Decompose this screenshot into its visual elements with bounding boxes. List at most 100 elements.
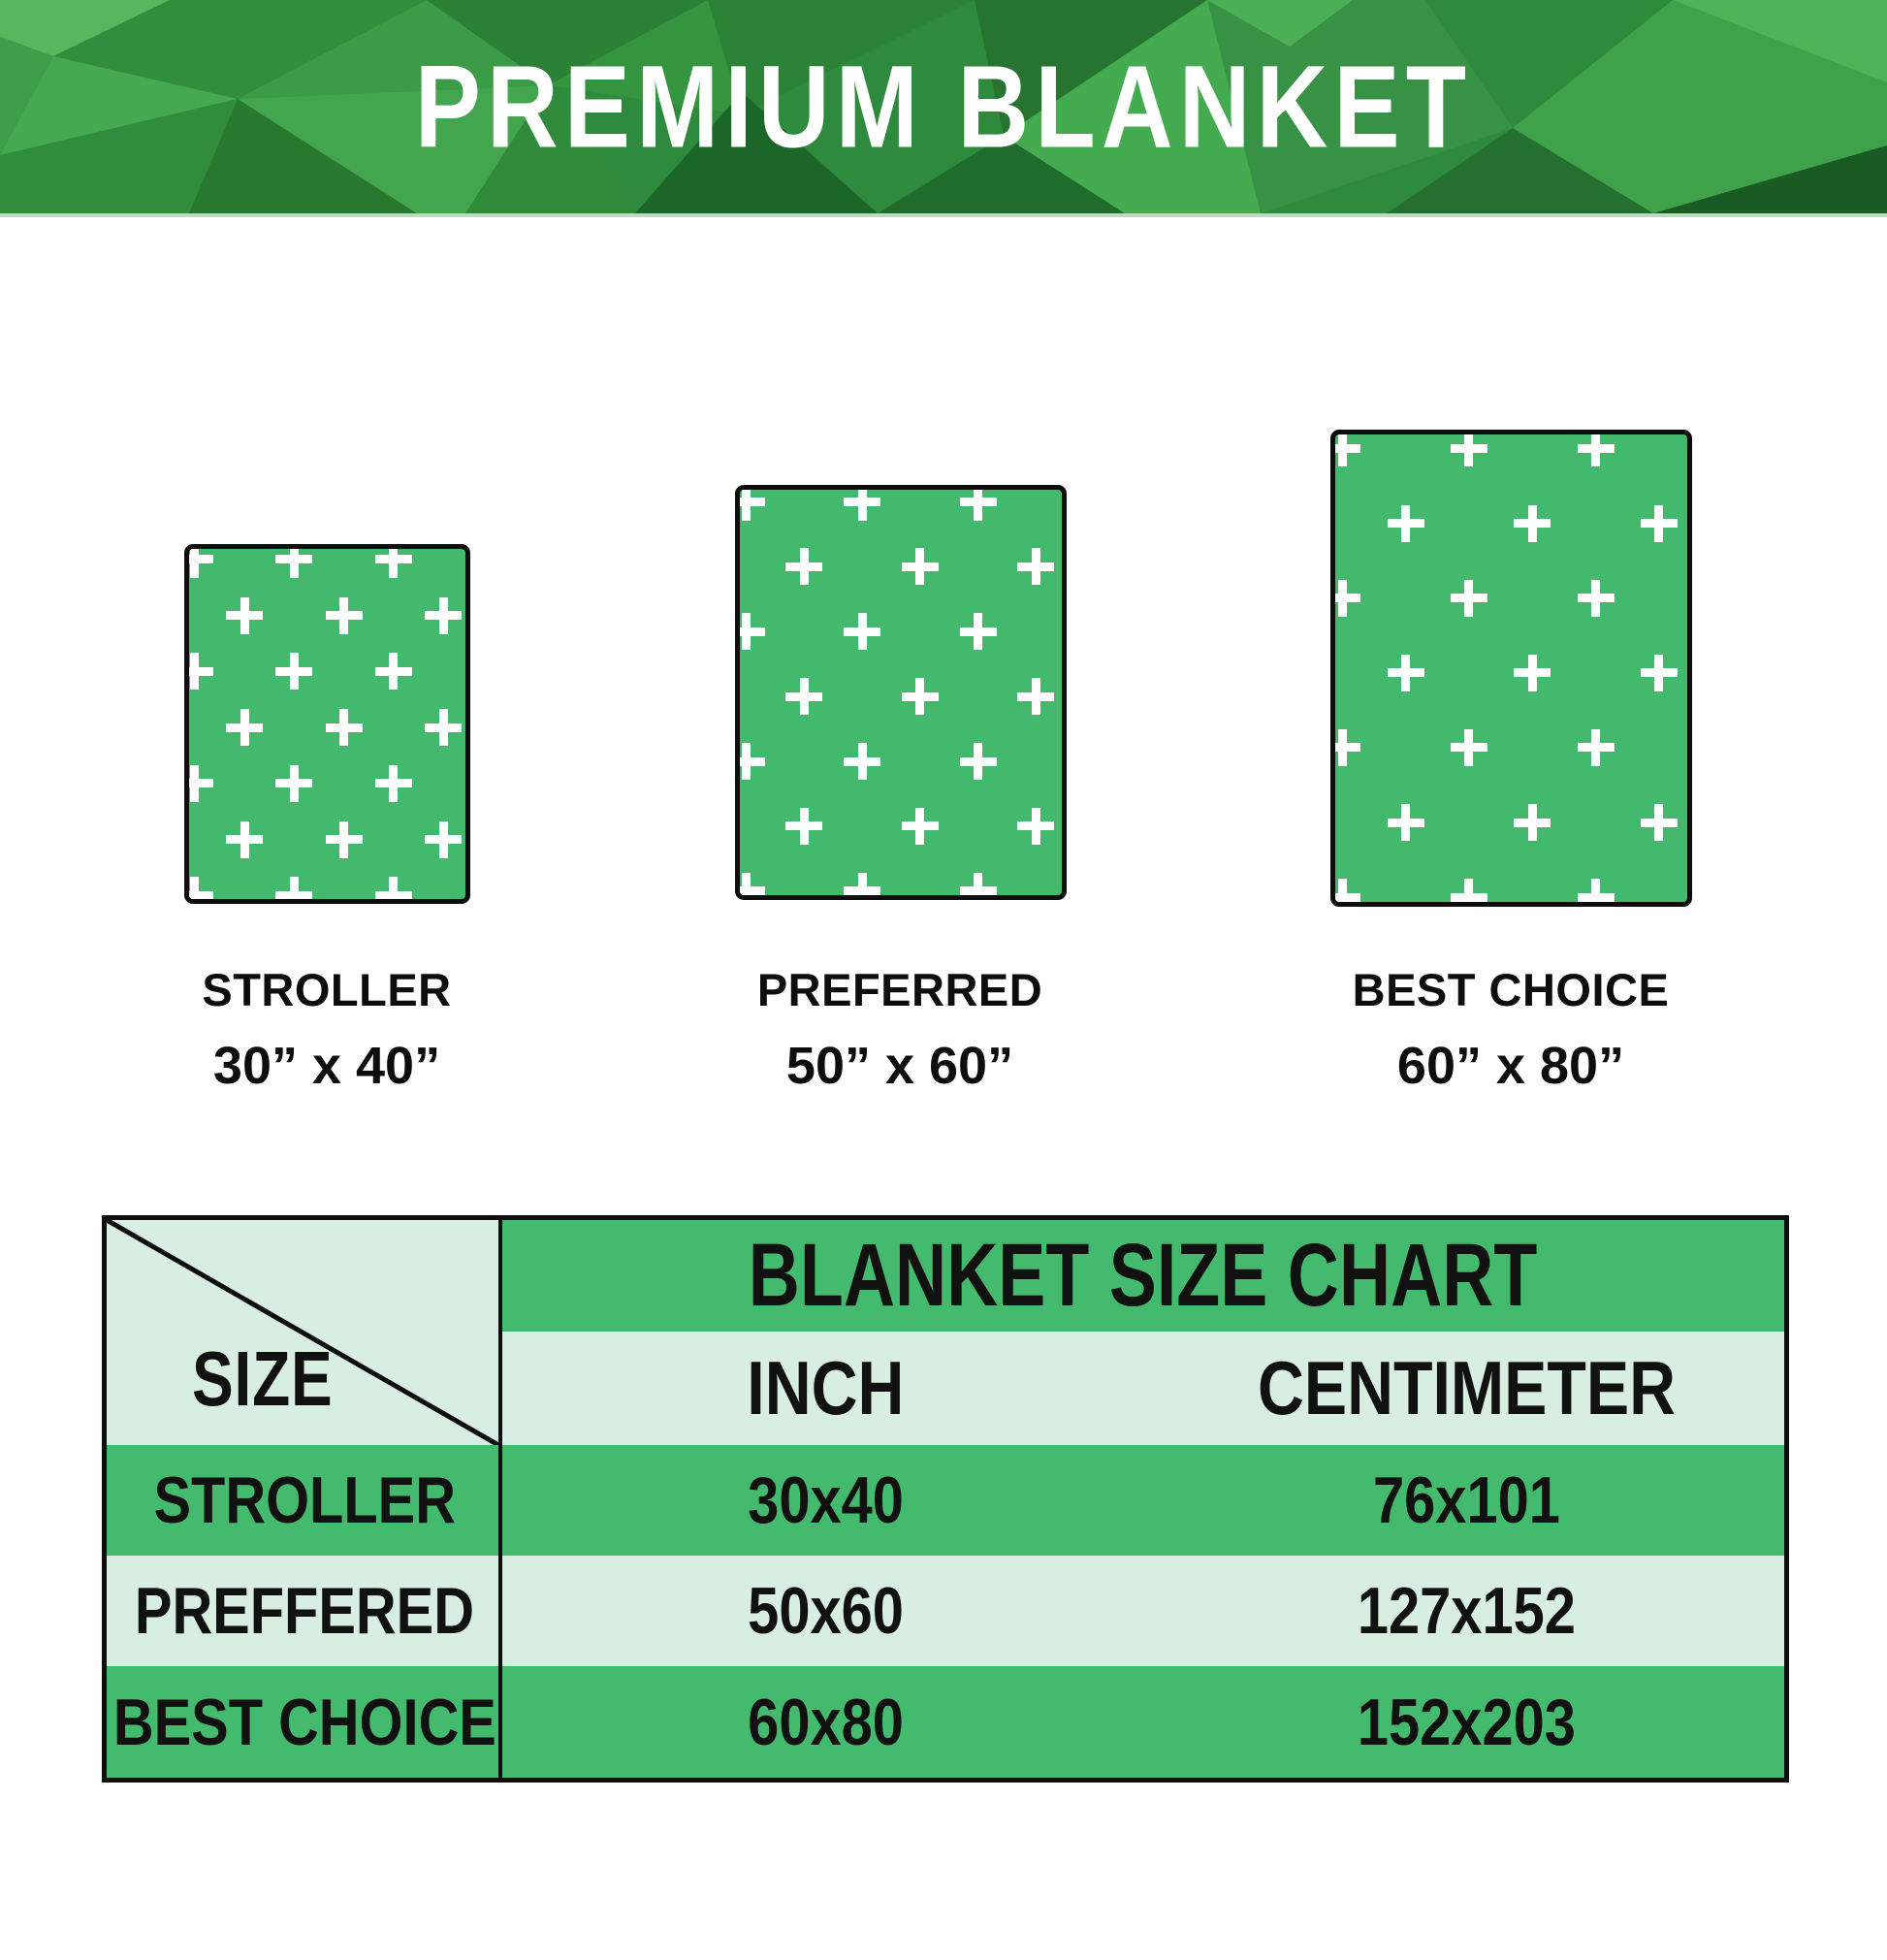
plus-pattern-icon xyxy=(1577,879,1615,902)
plus-pattern-icon xyxy=(901,548,939,586)
swatch-name-best-choice: BEST CHOICE xyxy=(1352,964,1670,1015)
swatch-dims-preferred: 50” x 60” xyxy=(785,1037,1014,1095)
plus-pattern-icon xyxy=(226,709,263,747)
plus-pattern-icon xyxy=(740,613,765,651)
plus-pattern-icon xyxy=(189,764,213,802)
plus-pattern-icon xyxy=(425,596,463,634)
table-title: BLANKET SIZE CHART xyxy=(749,1226,1538,1325)
centimeter-value: 127x152 xyxy=(1357,1574,1577,1648)
plus-pattern-icon xyxy=(275,877,313,899)
plus-pattern-icon xyxy=(844,613,881,651)
plus-pattern-icon xyxy=(1017,678,1055,716)
plus-pattern-icon xyxy=(740,743,765,781)
swatch-name-preferred: PREFERRED xyxy=(756,964,1043,1015)
plus-pattern-icon xyxy=(425,820,463,858)
table-row-preffered: PREFFERED 50x60 127x152 xyxy=(107,1556,1784,1666)
size-corner-cell: SIZE xyxy=(107,1220,498,1445)
plus-pattern-icon xyxy=(1017,548,1055,586)
table-column-headers: INCH CENTIMETER xyxy=(502,1332,1784,1445)
plus-pattern-icon xyxy=(844,743,881,781)
plus-pattern-icon xyxy=(189,653,213,691)
plus-pattern-icon xyxy=(1387,804,1424,842)
plus-pattern-icon xyxy=(1387,504,1424,542)
table-title-band: BLANKET SIZE CHART xyxy=(502,1220,1784,1332)
plus-pattern-icon xyxy=(189,549,213,578)
plus-pattern-icon xyxy=(1640,654,1678,691)
plus-pattern-icon xyxy=(1335,434,1361,467)
plus-pattern-icon xyxy=(275,549,313,578)
plus-pattern-icon xyxy=(1450,879,1487,902)
banner-bottom-strip xyxy=(0,213,1887,217)
plus-pattern-icon xyxy=(959,613,997,651)
inch-value: 50x60 xyxy=(748,1574,904,1648)
plus-pattern-icon xyxy=(275,653,313,691)
plus-pattern-icon xyxy=(374,549,412,578)
plus-pattern-icon xyxy=(1514,804,1551,842)
plus-pattern-icon xyxy=(1335,579,1361,617)
swatch-dims-stroller: 30” x 40” xyxy=(212,1037,441,1095)
plus-pattern-icon xyxy=(740,490,765,521)
table-row-best-choice: BEST CHOICE 60x80 152x203 xyxy=(107,1666,1784,1778)
plus-pattern-icon xyxy=(374,764,412,802)
corner-label: SIZE xyxy=(192,1335,334,1422)
plus-pattern-icon xyxy=(1514,504,1551,542)
banner: PREMIUM BLANKET xyxy=(0,0,1887,213)
plus-pattern-icon xyxy=(959,872,997,895)
swatch-dims-best-choice: 60” x 80” xyxy=(1396,1037,1625,1095)
plus-pattern-icon xyxy=(844,872,881,895)
blanket-swatch-best-choice xyxy=(1330,430,1692,907)
plus-pattern-icon xyxy=(1387,654,1424,691)
plus-pattern-icon xyxy=(959,490,997,521)
plus-pattern-icon xyxy=(325,820,363,858)
plus-pattern-icon xyxy=(1017,807,1055,845)
plus-pattern-icon xyxy=(901,678,939,716)
plus-pattern-icon xyxy=(275,764,313,802)
plus-pattern-icon xyxy=(844,490,881,521)
plus-pattern-icon xyxy=(1640,804,1678,842)
plus-pattern-icon xyxy=(1577,728,1615,766)
plus-pattern-icon xyxy=(785,548,823,586)
blanket-swatch-preferred xyxy=(735,485,1067,900)
plus-pattern-icon xyxy=(901,807,939,845)
plus-pattern-icon xyxy=(1577,579,1615,617)
row-label: STROLLER xyxy=(153,1463,456,1537)
plus-pattern-icon xyxy=(1450,728,1487,766)
row-label: BEST CHOICE xyxy=(112,1685,496,1759)
row-label: PREFFERED xyxy=(134,1574,475,1648)
banner-polygon-background xyxy=(0,0,1887,213)
inch-value: 60x80 xyxy=(748,1685,904,1759)
plus-pattern-icon xyxy=(1450,579,1487,617)
plus-pattern-icon xyxy=(959,743,997,781)
plus-pattern-icon xyxy=(226,596,263,634)
plus-pattern-icon xyxy=(189,877,213,899)
table-body: STROLLER 30x40 76x101 PREFFERED 50x60 12… xyxy=(107,1445,1784,1778)
plus-pattern-icon xyxy=(1450,434,1487,467)
swatch-name-stroller: STROLLER xyxy=(202,964,452,1015)
plus-pattern-icon xyxy=(1640,504,1678,542)
plus-pattern-icon xyxy=(785,678,823,716)
inch-value: 30x40 xyxy=(748,1463,904,1537)
plus-pattern-icon xyxy=(1577,434,1615,467)
plus-pattern-icon xyxy=(740,872,765,895)
centimeter-value: 76x101 xyxy=(1373,1463,1560,1537)
plus-pattern-icon xyxy=(1514,654,1551,691)
plus-pattern-icon xyxy=(1335,879,1361,902)
centimeter-value: 152x203 xyxy=(1357,1685,1577,1759)
column-header-inch: INCH xyxy=(747,1345,905,1430)
plus-pattern-icon xyxy=(374,653,412,691)
blanket-swatch-stroller xyxy=(184,544,470,904)
corner-diagonal-line xyxy=(107,1220,498,1445)
plus-pattern-icon xyxy=(226,820,263,858)
blanket-size-chart-table: SIZE BLANKET SIZE CHART INCH CENTIMETER … xyxy=(102,1215,1789,1783)
page-title: PREMIUM BLANKET xyxy=(414,41,1473,173)
table-vertical-divider xyxy=(498,1220,502,1778)
plus-pattern-icon xyxy=(785,807,823,845)
plus-pattern-icon xyxy=(374,877,412,899)
table-row-stroller: STROLLER 30x40 76x101 xyxy=(107,1445,1784,1556)
plus-pattern-icon xyxy=(425,709,463,747)
plus-pattern-icon xyxy=(325,596,363,634)
plus-pattern-icon xyxy=(1335,728,1361,766)
plus-pattern-icon xyxy=(325,709,363,747)
column-header-centimeter: CENTIMETER xyxy=(1258,1345,1676,1430)
